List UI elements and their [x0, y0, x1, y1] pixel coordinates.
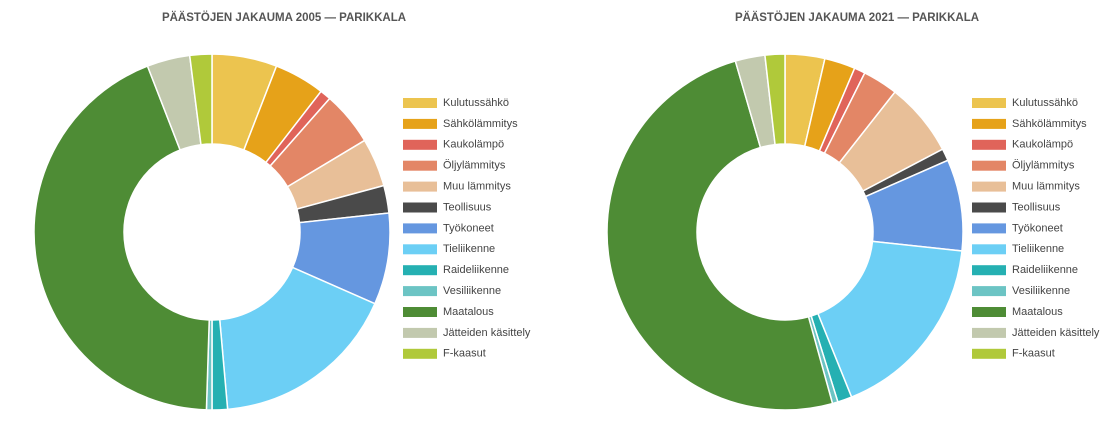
legend-label: Vesiliikenne: [1012, 285, 1070, 297]
legend-label: Teollisuus: [1012, 201, 1061, 213]
legend-label: Raideliikenne: [1012, 264, 1078, 276]
legend-swatch: [403, 139, 437, 150]
legend-swatch: [972, 118, 1006, 129]
donut-slice: [816, 240, 963, 399]
legend-swatch: [972, 348, 1006, 359]
legend-label: Muu lämmitys: [1012, 181, 1080, 193]
legend-swatch: [972, 244, 1006, 255]
legend-label: Öljylämmitys: [1012, 160, 1075, 172]
legend-label: Kaukolämpö: [443, 139, 504, 151]
legend-label: Vesiliikenne: [443, 285, 501, 297]
legend-swatch: [403, 181, 437, 192]
legend-swatch: [403, 307, 437, 317]
legend-swatch: [403, 202, 437, 213]
legend-swatch: [972, 327, 1006, 338]
legend-swatch: [972, 98, 1006, 108]
legend-swatch: [972, 202, 1006, 213]
legend-label: Tieliikenne: [1012, 243, 1064, 255]
legend-label: Maatalous: [443, 306, 494, 318]
legend-swatch: [972, 223, 1006, 234]
legend-label: Öljylämmitys: [443, 160, 506, 172]
legend-swatch: [403, 223, 437, 234]
legend-swatch: [972, 265, 1006, 276]
legend-label: Kulutussähkö: [443, 97, 509, 109]
legend-label: Raideliikenne: [443, 264, 509, 276]
legend-swatch: [403, 265, 437, 276]
donut-slice: [188, 53, 213, 146]
legend-label: Työkoneet: [1012, 222, 1063, 234]
legend-label: Kaukolämpö: [1012, 139, 1073, 151]
chart-title: PÄÄSTÖJEN JAKAUMA 2021 — PARIKKALA: [735, 11, 979, 24]
legend-label: F-kaasut: [1012, 348, 1055, 360]
chart-title: PÄÄSTÖJEN JAKAUMA 2005 — PARIKKALA: [162, 11, 406, 24]
legend-label: F-kaasut: [443, 348, 486, 360]
donut-slice: [764, 53, 786, 146]
legend-swatch: [972, 160, 1006, 171]
legend-swatch: [972, 286, 1006, 297]
legend-label: Työkoneet: [443, 222, 494, 234]
legend-swatch: [403, 160, 437, 171]
legend-label: Sähkölämmitys: [443, 118, 518, 130]
legend-label: Tieliikenne: [443, 243, 495, 255]
legend-swatch: [403, 348, 437, 359]
legend-label: Jätteiden käsittely: [1012, 327, 1100, 339]
legend-label: Sähkölämmitys: [1012, 118, 1087, 130]
legend-label: Jätteiden käsittely: [443, 327, 531, 339]
legend-label: Kulutussähkö: [1012, 97, 1078, 109]
legend-label: Teollisuus: [443, 201, 492, 213]
legend-swatch: [403, 286, 437, 297]
legend-swatch: [403, 244, 437, 255]
legend-swatch: [972, 307, 1006, 317]
legend-swatch: [403, 98, 437, 108]
legend-swatch: [403, 327, 437, 338]
legend-swatch: [972, 139, 1006, 150]
donut-slice: [218, 266, 376, 411]
donut-slice: [33, 65, 211, 411]
legend-label: Maatalous: [1012, 306, 1063, 318]
legend-label: Muu lämmitys: [443, 181, 511, 193]
legend-swatch: [972, 181, 1006, 192]
legend-swatch: [403, 118, 437, 129]
donut-slice: [606, 60, 834, 411]
